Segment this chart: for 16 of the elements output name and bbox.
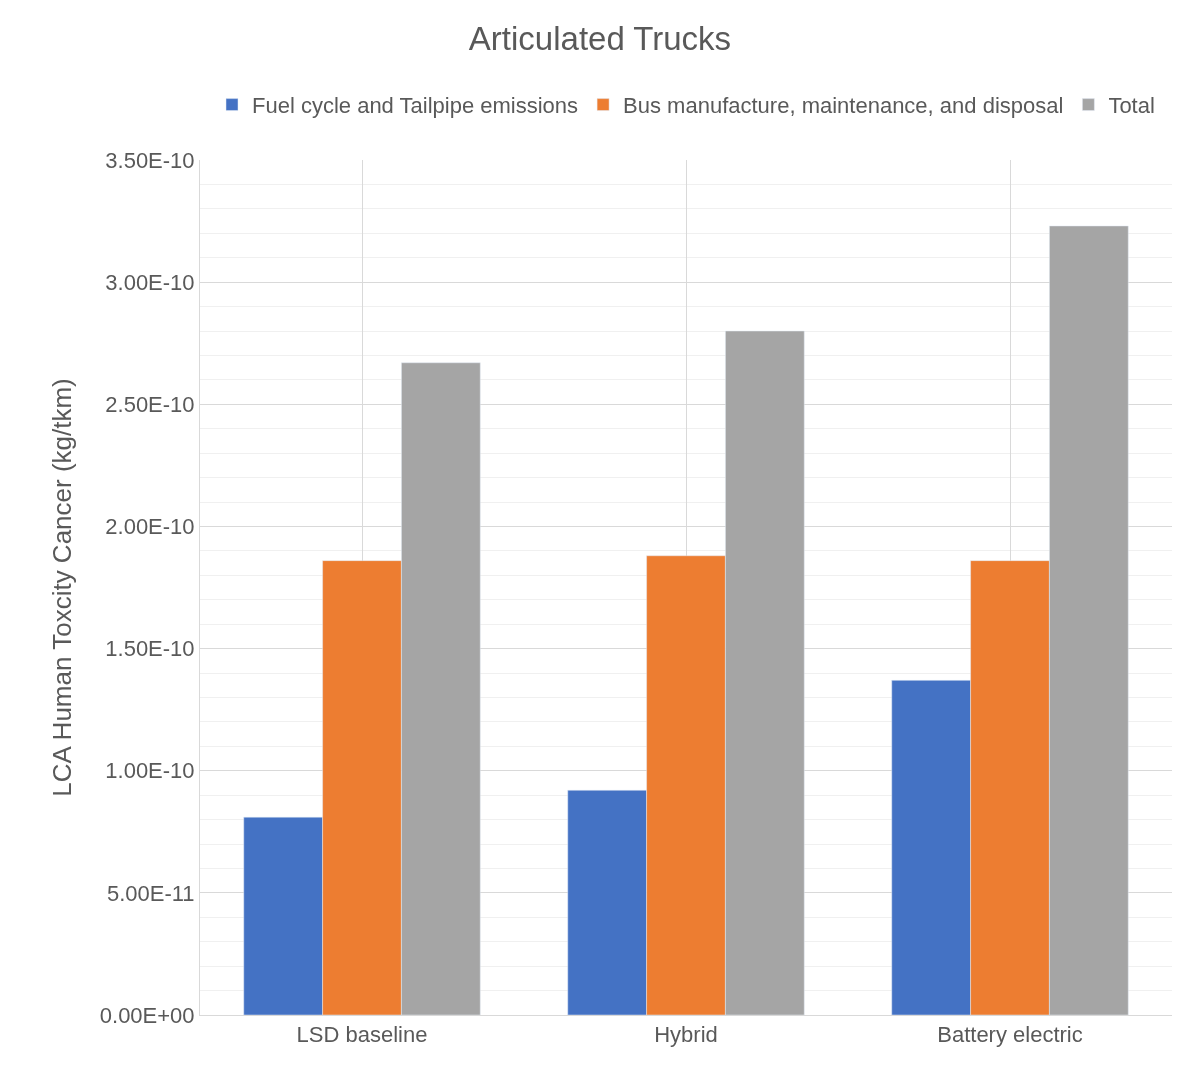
legend-label: Bus manufacture, maintenance, and disposal: [623, 93, 1064, 119]
y-tick-label: 1.50E-10: [105, 636, 195, 662]
y-tick-label: 0.00E+00: [99, 1002, 195, 1028]
x-tick-label: Battery electric: [937, 1022, 1083, 1048]
x-tick-label: Hybrid: [654, 1022, 718, 1048]
y-tick-label: 3.00E-10: [105, 269, 195, 295]
chart-title: Articulated Trucks: [468, 19, 732, 57]
legend-label: Total: [1108, 93, 1155, 119]
y-tick-label: 5.00E-11: [106, 880, 195, 906]
y-tick-label: 3.50E-10: [105, 147, 195, 173]
y-axis-title: LCA Human Toxcity Cancer (kg/tkm): [47, 378, 78, 797]
x-tick-label: LSD baseline: [296, 1022, 428, 1048]
y-tick-label: 1.00E-10: [105, 758, 195, 784]
legend-label: Fuel cycle and Tailpipe emissions: [252, 93, 579, 119]
y-tick-label: 2.50E-10: [105, 391, 195, 417]
y-tick-label: 2.00E-10: [105, 514, 195, 540]
